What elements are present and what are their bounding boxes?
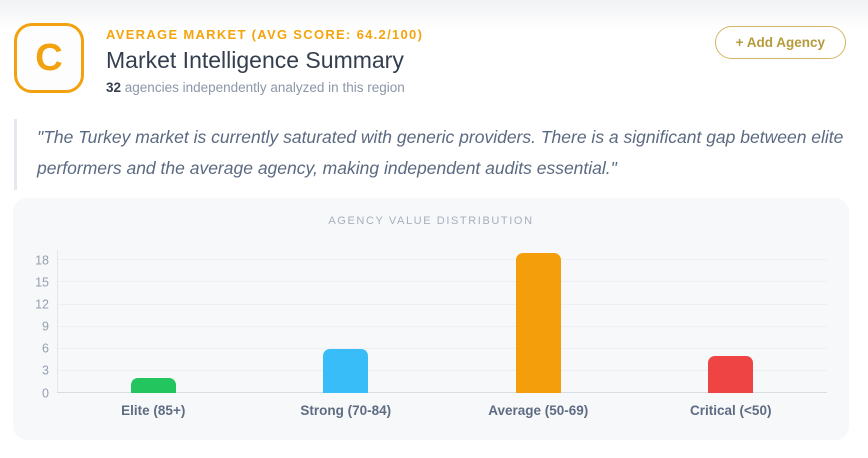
x-axis-label: Strong (70-84) (300, 403, 392, 418)
y-tick-label: 12 (35, 297, 49, 312)
y-tick-label: 6 (42, 341, 49, 356)
y-tick-label: 3 (42, 363, 49, 378)
x-axis-label: Elite (85+) (121, 403, 186, 418)
y-tick-label: 0 (42, 385, 49, 400)
grade-badge: C (14, 23, 84, 93)
gridline (58, 281, 827, 283)
x-axis-label: Average (50-69) (488, 403, 589, 418)
market-eyebrow: AVERAGE MARKET (AVG SCORE: 64.2/100) (106, 27, 424, 42)
agencies-subtitle: 32 agencies independently analyzed in th… (106, 80, 423, 95)
gridline (58, 303, 827, 305)
x-axis-label: Critical (<50) (690, 403, 772, 418)
gridline (58, 347, 827, 349)
chart-plot: 0 3 6 9 12 15 18 Elite (85+) Strong (70-84) Avera… (35, 250, 827, 418)
chart-bar[interactable] (130, 378, 176, 393)
gridline (58, 325, 827, 327)
chart-bar[interactable] (708, 356, 754, 393)
agencies-count: 32 (106, 80, 122, 95)
add-agency-button[interactable]: + Add Agency (714, 26, 846, 59)
y-tick-label: 15 (35, 275, 49, 290)
page-title: Market Intelligence Summary (106, 47, 404, 73)
agencies-subtitle-text: agencies independently analyzed in this … (121, 80, 405, 95)
y-tick-label: 18 (35, 253, 49, 268)
y-axis-line (57, 250, 58, 393)
x-axis-line (57, 392, 827, 393)
chart-bar[interactable] (323, 348, 369, 393)
header-text: AVERAGE MARKET (AVG SCORE: 64.2/100) Mar… (106, 20, 423, 95)
chart-title: AGENCY VALUE DISTRIBUTION (328, 215, 534, 227)
header: C AVERAGE MARKET (AVG SCORE: 64.2/100) M… (14, 20, 846, 95)
grade-letter: C (35, 37, 63, 79)
market-quote: "The Turkey market is currently saturate… (14, 119, 844, 190)
chart-bar[interactable] (515, 252, 561, 393)
gridline (58, 259, 827, 261)
gridline (58, 369, 827, 371)
chart-card: AGENCY VALUE DISTRIBUTION 0 3 6 9 12 15 18 Elit… (13, 198, 849, 440)
y-tick-label: 9 (42, 319, 49, 334)
